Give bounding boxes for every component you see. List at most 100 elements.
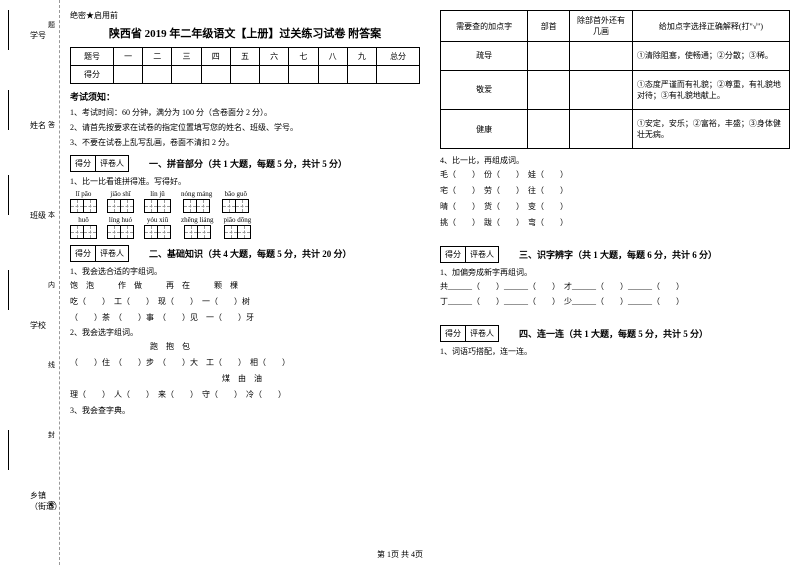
- score-cell[interactable]: [172, 66, 201, 84]
- dict-header: 给加点字选择正确解释(打"√"): [632, 11, 789, 42]
- sidebar-underline: [8, 175, 9, 215]
- score-cell[interactable]: [318, 66, 347, 84]
- word-row: 理（ ） 人（ ） 来（ ） 守（ ） 冷（ ）: [70, 389, 420, 402]
- sidebar-label-banji: 班级: [30, 210, 46, 221]
- section-4-title: 四、连一连（共 1 大题，每题 5 分，共计 5 分）: [519, 327, 708, 340]
- score-header: 七: [289, 48, 318, 66]
- score-box: 得分 评卷人: [440, 246, 499, 263]
- pinyin-cell: huǒ: [70, 216, 97, 239]
- tianzige[interactable]: [107, 199, 134, 213]
- score-cell[interactable]: [289, 66, 318, 84]
- q4-label: 4、比一比，再组成词。: [440, 155, 790, 166]
- s3-q1-label: 1、加偏旁成新字再组词。: [440, 267, 790, 278]
- sidebar-underline: [8, 270, 9, 310]
- section-1-title: 一、拼音部分（共 1 大题，每题 5 分，共计 5 分）: [149, 157, 347, 170]
- score-box-left: 得分: [441, 326, 466, 341]
- tianzige[interactable]: [144, 199, 171, 213]
- section-3-bar: 得分 评卷人 三、识字辨字（共 1 大题，每题 6 分，共计 6 分）: [440, 246, 790, 263]
- pinyin-label: piāo dōng: [223, 216, 251, 224]
- dict-header: 部首: [528, 11, 570, 42]
- score-box: 得分 评卷人: [440, 325, 499, 342]
- tianzige[interactable]: [70, 199, 97, 213]
- score-cell[interactable]: [113, 66, 142, 84]
- score-box-right: 评卷人: [466, 326, 498, 341]
- score-box-left: 得分: [441, 247, 466, 262]
- notice-item: 2、请首先按要求在试卷的指定位置填写您的姓名、班级、学号。: [70, 122, 420, 134]
- pinyin-cell: jiāo shī: [107, 190, 134, 213]
- dict-cell[interactable]: [570, 70, 633, 109]
- pinyin-cell: zhēng liáng: [181, 216, 213, 239]
- dict-explain: ①清除阻塞，使畅通；②分散；③稀。: [632, 42, 789, 70]
- tianzige[interactable]: [222, 199, 249, 213]
- dictionary-table: 需要查的加点字 部首 除部首外还有几画 给加点字选择正确解释(打"√") 疏导 …: [440, 10, 790, 149]
- score-cell[interactable]: [201, 66, 230, 84]
- score-box-right: 评卷人: [466, 247, 498, 262]
- section-2-title: 二、基础知识（共 4 大题，每题 5 分，共计 20 分）: [149, 247, 352, 260]
- score-header: 四: [201, 48, 230, 66]
- hint-char: 答: [48, 120, 55, 130]
- sidebar-underline: [8, 430, 9, 470]
- dict-cell[interactable]: [528, 42, 570, 70]
- notice-item: 1、考试时间：60 分钟，满分为 100 分（含卷面分 2 分）。: [70, 107, 420, 119]
- tianzige[interactable]: [184, 225, 211, 239]
- score-header: 九: [347, 48, 376, 66]
- pinyin-label: lín jū: [150, 190, 165, 198]
- word-row: 毛（ ） 份（ ） 娃（ ）: [440, 169, 790, 182]
- score-box-left: 得分: [71, 246, 96, 261]
- word-row: （ ）茶 （ ）事 （ ）见 一（ ）牙: [70, 312, 420, 325]
- dict-header: 除部首外还有几画: [570, 11, 633, 42]
- hint-char: 题: [48, 20, 55, 30]
- hint-char: 本: [48, 210, 55, 220]
- dict-explain: ①安定，安乐；②富裕，丰盛；③身体健壮无病。: [632, 109, 789, 148]
- pinyin-cell: bāo guǒ: [222, 190, 249, 213]
- word-row: 挑（ ） 跋（ ） 弯（ ）: [440, 217, 790, 230]
- pinyin-label: jiāo shī: [110, 190, 130, 198]
- dict-header: 需要查的加点字: [441, 11, 528, 42]
- pinyin-cell: lǐ pāo: [70, 190, 97, 213]
- score-header: 五: [230, 48, 259, 66]
- tianzige[interactable]: [224, 225, 251, 239]
- tianzige[interactable]: [183, 199, 210, 213]
- score-header: 总分: [376, 48, 419, 66]
- score-box: 得分 评卷人: [70, 245, 129, 262]
- pinyin-row-2: huǒ líng huó yóu xiū zhēng liáng piāo dō…: [70, 216, 420, 239]
- score-cell[interactable]: [143, 66, 172, 84]
- score-cell[interactable]: [347, 66, 376, 84]
- word-row: 丁______（ ）______（ ） 少______（ ）______（ ）: [440, 296, 790, 309]
- score-cell[interactable]: [376, 66, 419, 84]
- right-column: 需要查的加点字 部首 除部首外还有几画 给加点字选择正确解释(打"√") 疏导 …: [440, 10, 790, 419]
- dict-cell[interactable]: [570, 109, 633, 148]
- score-header: 三: [172, 48, 201, 66]
- tianzige[interactable]: [107, 225, 134, 239]
- score-cell[interactable]: [260, 66, 289, 84]
- score-header: 二: [143, 48, 172, 66]
- pinyin-label: bāo guǒ: [225, 190, 247, 198]
- s2-q2-label: 2、我会选字组词。: [70, 327, 420, 338]
- score-header: 六: [260, 48, 289, 66]
- dict-row: 敬爱 ①态度严谨而有礼貌；②尊重，有礼貌地对待；③有礼貌地献上。: [441, 70, 790, 109]
- hint-char: 密: [48, 500, 55, 510]
- dict-cell[interactable]: [570, 42, 633, 70]
- pinyin-cell: líng huó: [107, 216, 134, 239]
- pinyin-label: nóng máng: [181, 190, 212, 198]
- tianzige[interactable]: [144, 225, 171, 239]
- score-cell[interactable]: [230, 66, 259, 84]
- dict-cell[interactable]: [528, 70, 570, 109]
- score-header: 八: [318, 48, 347, 66]
- word-row: 饱 泡 作 做 再 在 颗 棵: [70, 280, 420, 293]
- s2-q1-label: 1、我会选合适的字组词。: [70, 266, 420, 277]
- s2-q3-label: 3、我会查字典。: [70, 405, 420, 416]
- word-row: 跑 抱 包: [70, 341, 420, 354]
- word-row: （ ）住 （ ）步 （ ）大 工（ ） 相（ ）: [70, 357, 420, 370]
- pinyin-cell: piāo dōng: [223, 216, 251, 239]
- tianzige[interactable]: [70, 225, 97, 239]
- hint-char: 封: [48, 430, 55, 440]
- pinyin-label: huǒ: [78, 216, 89, 224]
- dict-row: 健康 ①安定，安乐；②富裕，丰盛；③身体健壮无病。: [441, 109, 790, 148]
- sidebar-label-xuehao: 学号: [30, 30, 46, 41]
- dict-cell[interactable]: [528, 109, 570, 148]
- sidebar-underline: [8, 90, 9, 130]
- binding-sidebar: 学号 姓名 班级 学校 乡镇（街道） 题 答 本 内 线 封 密: [0, 0, 60, 565]
- word-row: 吃（ ） 工（ ） 现（ ） 一（ ）树: [70, 296, 420, 309]
- dict-header-row: 需要查的加点字 部首 除部首外还有几画 给加点字选择正确解释(打"√"): [441, 11, 790, 42]
